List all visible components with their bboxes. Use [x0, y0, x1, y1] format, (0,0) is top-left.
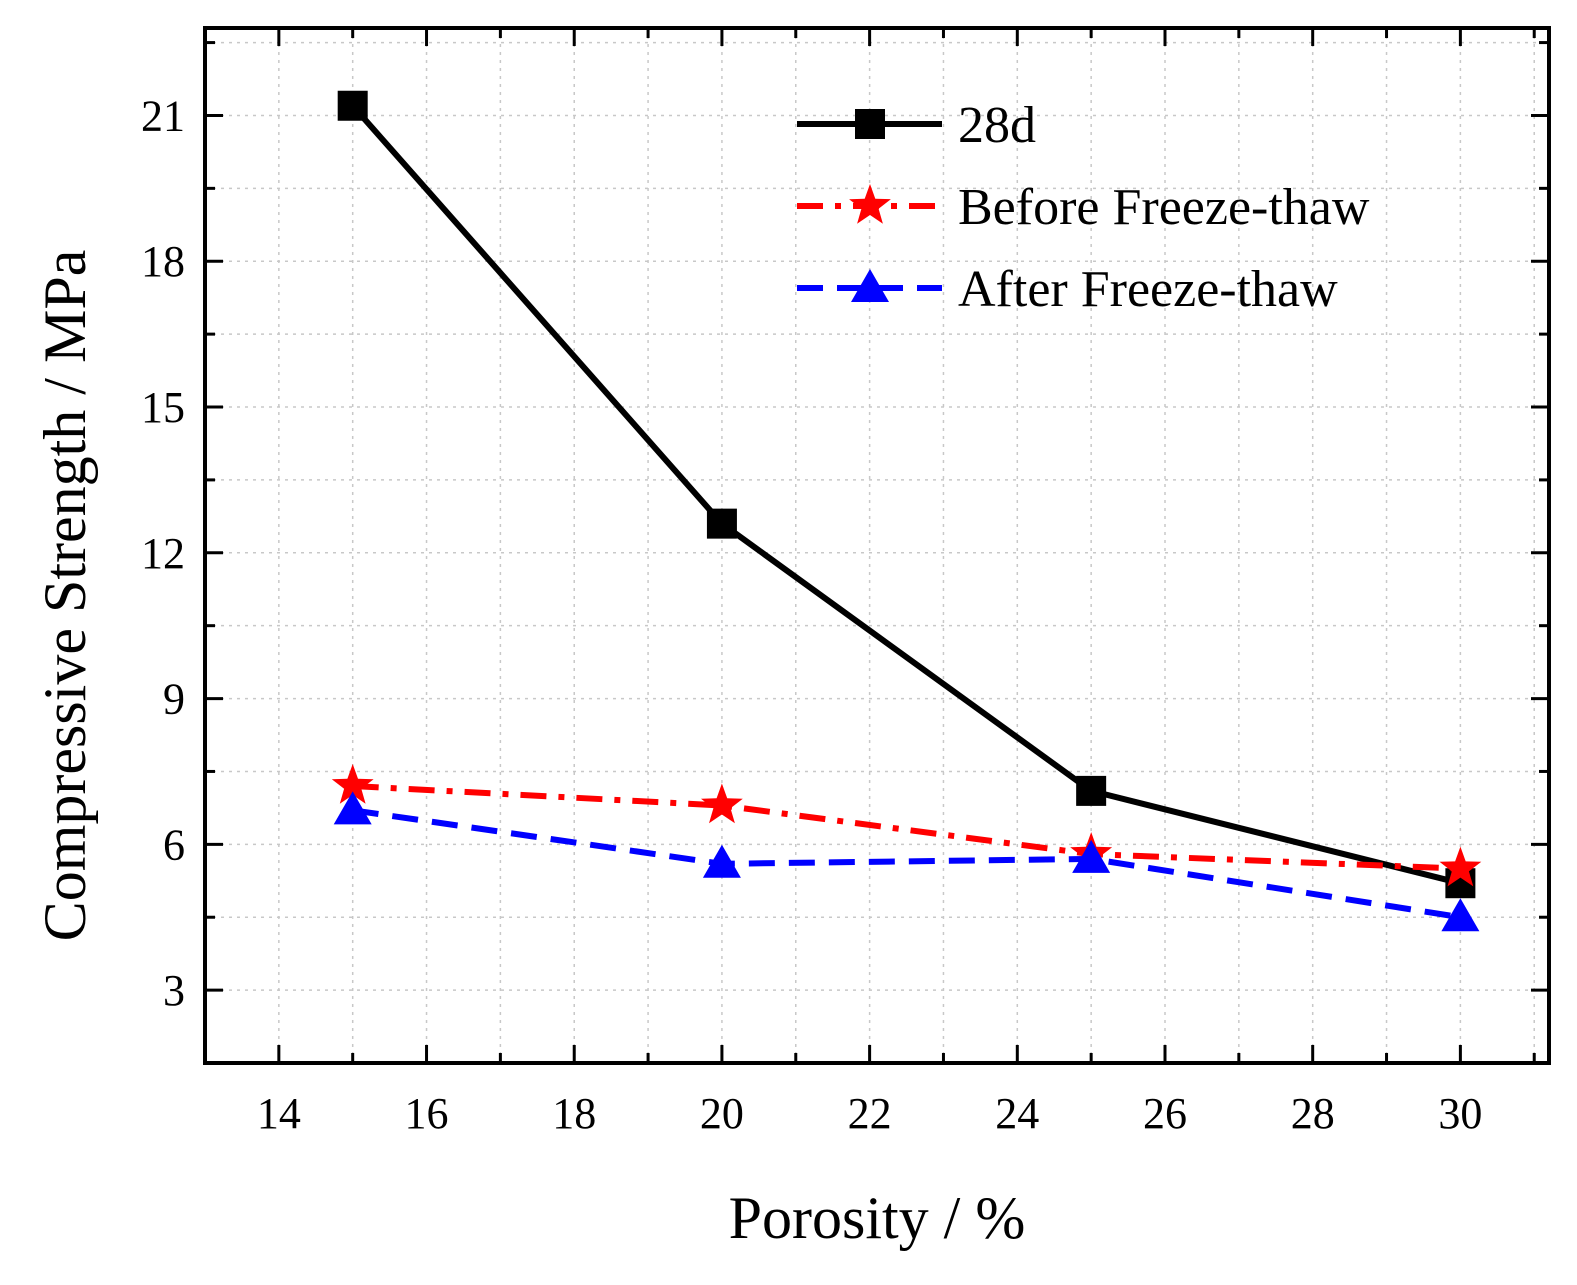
data-point	[337, 90, 368, 121]
y-axis-title: Compressive Strength / MPa	[32, 250, 98, 942]
data-point	[1072, 839, 1111, 873]
data-point	[331, 764, 374, 804]
x-tick-label: 18	[552, 1089, 596, 1138]
legend-label: 28d	[958, 97, 1036, 154]
x-tick-label: 20	[700, 1089, 744, 1138]
data-point	[1076, 775, 1107, 806]
series-line	[350, 103, 1462, 887]
series-3	[333, 791, 1480, 932]
x-tick-label: 30	[1438, 1089, 1482, 1138]
data-point	[701, 783, 743, 824]
legend-label: Before Freeze-thaw	[958, 179, 1370, 236]
legend-marker	[849, 184, 891, 224]
data-point	[333, 791, 372, 825]
legend-marker	[855, 109, 885, 139]
y-tick-label: 18	[141, 237, 185, 286]
legend-label: After Freeze-thaw	[958, 261, 1338, 318]
y-tick-label: 3	[163, 966, 185, 1015]
y-tick-label: 9	[163, 675, 185, 724]
y-tick-label: 12	[141, 529, 185, 578]
data-point	[706, 508, 737, 539]
y-tick-label: 6	[163, 820, 185, 869]
tick-layer: 14 16 18 20 22 24 26 28 30 3 6 9 12 15 18 21	[141, 28, 1549, 1138]
legend-marker	[851, 269, 889, 302]
x-tick-label: 22	[848, 1089, 892, 1138]
x-axis-title: Porosity / %	[729, 1185, 1026, 1251]
data-point	[1439, 846, 1482, 887]
y-tick-label: 15	[141, 383, 185, 432]
series-line	[352, 807, 1461, 921]
x-tick-label: 28	[1291, 1089, 1335, 1138]
series-2	[331, 764, 1482, 887]
x-tick-label: 14	[257, 1089, 301, 1138]
y-tick-label: 21	[141, 91, 185, 140]
data-point	[702, 844, 741, 878]
x-tick-label: 16	[405, 1089, 449, 1138]
data-point	[1441, 898, 1480, 932]
x-tick-label: 26	[1143, 1089, 1187, 1138]
series-layer	[331, 90, 1482, 932]
legend: 28d Before Freeze-thaw After Freeze-thaw	[797, 97, 1370, 318]
plot-frame	[203, 26, 1551, 1065]
series-line	[352, 783, 1461, 872]
x-tick-label: 24	[995, 1089, 1039, 1138]
